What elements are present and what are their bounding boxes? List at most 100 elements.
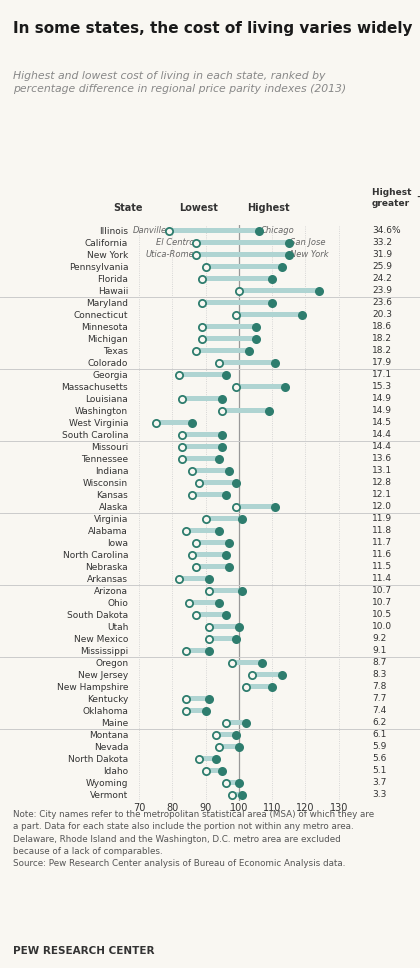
Text: Highest and lowest cost of living in each state, ranked by
percentage difference: Highest and lowest cost of living in eac… <box>13 71 346 94</box>
Bar <box>252 672 282 678</box>
Text: 23.6: 23.6 <box>372 298 392 307</box>
Text: 20.3: 20.3 <box>372 310 392 319</box>
Text: Utica-Rome: Utica-Rome <box>145 250 194 259</box>
Bar <box>186 528 219 533</box>
Bar <box>196 348 249 353</box>
Text: 11.4: 11.4 <box>372 574 392 583</box>
Bar <box>169 227 259 233</box>
Text: San Jose: San Jose <box>291 238 326 247</box>
Text: New York: New York <box>291 250 329 259</box>
Text: 6.2: 6.2 <box>372 718 386 727</box>
Text: Chicago: Chicago <box>260 227 294 235</box>
Bar <box>182 456 219 462</box>
Text: 23.9: 23.9 <box>372 287 392 295</box>
Text: 11.5: 11.5 <box>372 562 392 571</box>
Text: 10.7: 10.7 <box>372 586 392 595</box>
Bar <box>222 408 269 413</box>
Bar <box>226 780 239 785</box>
Bar <box>189 600 219 605</box>
Text: 17.9: 17.9 <box>372 358 392 367</box>
Bar <box>219 360 276 365</box>
Text: Highest  __%
greater: Highest __% greater <box>372 188 420 208</box>
Bar <box>186 648 209 653</box>
Bar <box>182 396 222 402</box>
Text: 17.1: 17.1 <box>372 370 392 379</box>
Text: 14.4: 14.4 <box>372 442 392 451</box>
Text: 12.8: 12.8 <box>372 478 392 487</box>
Bar <box>179 576 209 581</box>
Text: 24.2: 24.2 <box>372 274 392 283</box>
Bar <box>196 240 289 245</box>
Bar <box>205 264 282 269</box>
Bar <box>236 504 276 509</box>
Bar <box>196 252 289 257</box>
Bar <box>156 420 192 425</box>
Text: Note: City names refer to the metropolitan statistical area (MSA) of which they : Note: City names refer to the metropolit… <box>13 810 374 868</box>
Bar <box>186 696 209 701</box>
Bar <box>215 732 236 738</box>
Bar <box>196 612 226 618</box>
Bar <box>205 516 242 521</box>
Bar <box>232 660 262 665</box>
Text: 3.3: 3.3 <box>372 790 386 799</box>
Bar <box>202 324 255 329</box>
Bar <box>182 444 222 449</box>
Bar <box>192 552 226 558</box>
Text: 14.9: 14.9 <box>372 406 392 415</box>
Text: 11.6: 11.6 <box>372 550 392 560</box>
Text: 14.9: 14.9 <box>372 394 392 403</box>
Text: 5.1: 5.1 <box>372 766 386 775</box>
Bar <box>202 276 272 282</box>
Text: 8.7: 8.7 <box>372 658 386 667</box>
Text: 14.5: 14.5 <box>372 418 392 427</box>
Bar <box>196 540 229 545</box>
Text: 15.3: 15.3 <box>372 382 392 391</box>
Text: 7.7: 7.7 <box>372 694 386 703</box>
Text: 14.4: 14.4 <box>372 430 392 439</box>
Text: 11.8: 11.8 <box>372 526 392 535</box>
Bar <box>199 756 215 761</box>
Bar <box>232 792 242 798</box>
Text: 31.9: 31.9 <box>372 250 392 259</box>
Bar <box>182 432 222 438</box>
Bar <box>205 768 222 773</box>
Bar <box>209 588 242 593</box>
Text: In some states, the cost of living varies widely: In some states, the cost of living varie… <box>13 21 412 36</box>
Text: 11.9: 11.9 <box>372 514 392 523</box>
Text: 5.6: 5.6 <box>372 754 386 763</box>
Bar <box>202 336 255 342</box>
Bar <box>196 563 229 569</box>
Text: 5.9: 5.9 <box>372 742 386 751</box>
Text: 18.2: 18.2 <box>372 334 392 343</box>
Text: State: State <box>113 203 143 213</box>
Bar <box>246 683 272 689</box>
Bar <box>236 384 286 389</box>
Text: Lowest: Lowest <box>179 203 218 213</box>
Text: PEW RESEARCH CENTER: PEW RESEARCH CENTER <box>13 947 154 956</box>
Text: 13.6: 13.6 <box>372 454 392 463</box>
Bar <box>236 312 302 318</box>
Text: 6.1: 6.1 <box>372 730 386 739</box>
Text: 3.7: 3.7 <box>372 778 386 787</box>
Text: 11.7: 11.7 <box>372 538 392 547</box>
Bar <box>202 300 272 305</box>
Text: Danville: Danville <box>133 227 167 235</box>
Bar <box>219 743 239 749</box>
Text: 8.3: 8.3 <box>372 670 386 679</box>
Text: 7.4: 7.4 <box>372 706 386 715</box>
Text: 7.8: 7.8 <box>372 682 386 691</box>
Bar <box>209 636 236 641</box>
Text: 10.5: 10.5 <box>372 610 392 620</box>
Text: El Centro: El Centro <box>155 238 194 247</box>
Text: Highest: Highest <box>247 203 290 213</box>
Text: 18.2: 18.2 <box>372 347 392 355</box>
Bar <box>192 492 226 498</box>
Text: 10.7: 10.7 <box>372 598 392 607</box>
Bar <box>179 372 226 378</box>
Text: 10.0: 10.0 <box>372 622 392 631</box>
Text: 12.1: 12.1 <box>372 490 392 499</box>
Text: 13.1: 13.1 <box>372 466 392 475</box>
Text: 33.2: 33.2 <box>372 238 392 247</box>
Text: 25.9: 25.9 <box>372 262 392 271</box>
Text: 34.6%: 34.6% <box>372 227 401 235</box>
